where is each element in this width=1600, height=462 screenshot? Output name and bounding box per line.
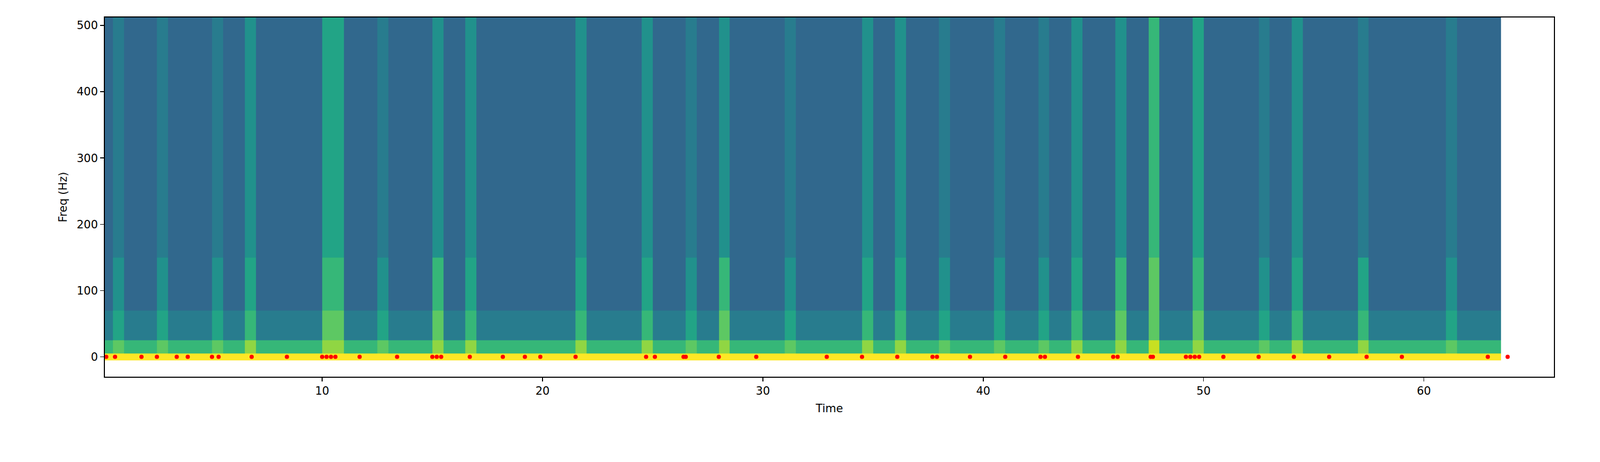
svg-text:200: 200	[76, 218, 99, 231]
svg-text:60: 60	[1416, 384, 1431, 398]
svg-text:40: 40	[975, 384, 991, 398]
svg-text:Time: Time	[815, 402, 843, 415]
svg-text:50: 50	[1196, 384, 1211, 398]
svg-text:500: 500	[76, 19, 99, 32]
svg-text:300: 300	[76, 152, 99, 165]
svg-text:30: 30	[756, 384, 771, 398]
svg-text:0: 0	[90, 350, 98, 364]
svg-text:100: 100	[76, 284, 99, 298]
svg-text:20: 20	[535, 384, 550, 398]
svg-text:Freq (Hz): Freq (Hz)	[56, 172, 70, 223]
svg-text:400: 400	[76, 85, 99, 99]
svg-text:10: 10	[315, 384, 330, 398]
